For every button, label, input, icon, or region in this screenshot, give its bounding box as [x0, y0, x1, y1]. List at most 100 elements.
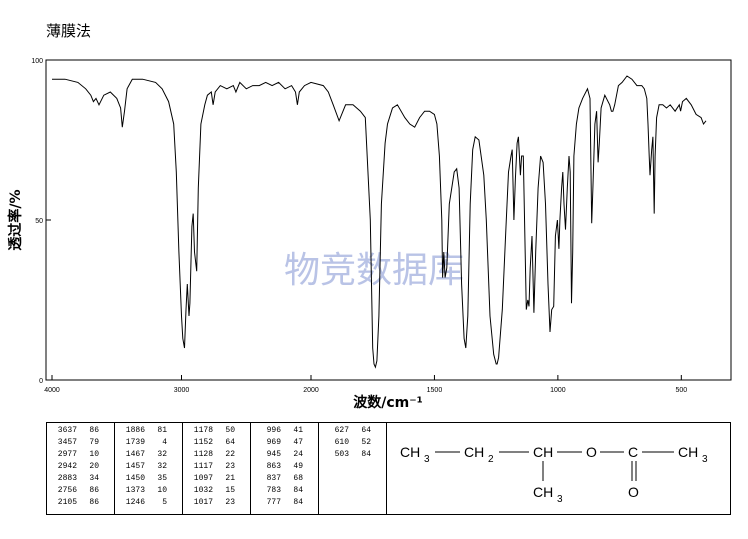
peak-table-row: 1739 4	[115, 437, 167, 449]
peak-table-row: 2977 10	[47, 449, 99, 461]
peak-transmittance: 24	[293, 450, 303, 459]
watermark: 物竞数据库	[284, 250, 464, 291]
peak-wavenumber: 3457	[57, 438, 77, 447]
structure-ch3-left-sub: 3	[424, 454, 430, 465]
peak-table-row: 1152 64	[183, 437, 235, 449]
peak-transmittance: 32	[157, 462, 167, 471]
peak-table-row: 837 68	[251, 473, 303, 485]
peak-transmittance: 34	[89, 474, 99, 483]
x-tick-label-4: 1000	[550, 387, 566, 394]
peak-wavenumber: 1467	[125, 450, 145, 459]
peak-table-row: 1128 22	[183, 449, 235, 461]
peak-transmittance: 15	[225, 486, 235, 495]
peak-table-row: 1117 23	[183, 461, 235, 473]
peak-table-column: 996 41 969 47 945 24 863 49 837 68 783 84 777 84	[251, 423, 319, 514]
peak-wavenumber: 783	[266, 486, 281, 495]
peak-table-row: 503 84	[319, 449, 371, 461]
peak-wavenumber: 1246	[125, 498, 145, 507]
peak-wavenumber: 1178	[193, 426, 213, 435]
peak-transmittance: 23	[225, 462, 235, 471]
peak-table-row: 3637 86	[47, 425, 99, 437]
peak-transmittance: 81	[157, 426, 167, 435]
x-tick-label-0: 4000	[44, 387, 60, 394]
peak-table-row: 1032 15	[183, 485, 235, 497]
peak-transmittance: 86	[89, 486, 99, 495]
x-tick-label-5: 500	[675, 387, 687, 394]
peak-transmittance: 52	[361, 438, 371, 447]
peak-table-column: 1886 81 1739 4 1467 32 1457 32 1450 35 1373 10 1246 5	[115, 423, 183, 514]
peak-table-row: 627 64	[319, 425, 371, 437]
peak-transmittance: 20	[89, 462, 99, 471]
peak-table: 3637 86 3457 79 2977 10 2942 20 2883 34 2756 86 2105…	[46, 422, 731, 515]
peak-wavenumber: 1457	[125, 462, 145, 471]
ir-spectrum-chart: 物竞数据库 4000 3000 2000 1500 1000 500 0 50 100 波数/c…	[7, 58, 732, 411]
structure-ch3-left: CH	[400, 444, 420, 460]
peak-transmittance: 10	[157, 486, 167, 495]
peak-table-row: 610 52	[319, 437, 371, 449]
peak-transmittance: 50	[225, 426, 235, 435]
peak-wavenumber: 777	[266, 498, 281, 507]
structure-carbonyl-o: O	[628, 484, 639, 500]
structure-o: O	[586, 444, 597, 460]
peak-table-row: 996 41	[251, 425, 303, 437]
peak-transmittance: 23	[225, 498, 235, 507]
structure-ch3-right-sub: 3	[702, 454, 708, 465]
peak-transmittance: 4	[162, 438, 167, 447]
peak-transmittance: 86	[89, 498, 99, 507]
peak-wavenumber: 3637	[57, 426, 77, 435]
peak-wavenumber: 837	[266, 474, 281, 483]
peak-wavenumber: 863	[266, 462, 281, 471]
peak-transmittance: 21	[225, 474, 235, 483]
peak-table-row: 1178 50	[183, 425, 235, 437]
peak-transmittance: 10	[89, 450, 99, 459]
peak-table-row: 1373 10	[115, 485, 167, 497]
peak-transmittance: 5	[162, 498, 167, 507]
peak-table-row: 969 47	[251, 437, 303, 449]
peak-transmittance: 79	[89, 438, 99, 447]
peak-transmittance: 49	[293, 462, 303, 471]
peak-wavenumber: 1739	[125, 438, 145, 447]
chemical-structure: CH 3 CH 2 CH CH 3 O C O CH 3	[400, 444, 708, 505]
structure-ch2: CH	[464, 444, 484, 460]
peak-table-row: 1450 35	[115, 473, 167, 485]
peak-table-row: 1457 32	[115, 461, 167, 473]
peak-wavenumber: 1032	[193, 486, 213, 495]
peak-wavenumber: 945	[266, 450, 281, 459]
peak-table-column: 3637 86 3457 79 2977 10 2942 20 2883 34 2756 86 2105…	[47, 423, 115, 514]
structure-ch: CH	[533, 444, 553, 460]
peak-wavenumber: 610	[334, 438, 349, 447]
x-tick-label-1: 3000	[174, 387, 190, 394]
peak-transmittance: 84	[293, 486, 303, 495]
peak-wavenumber: 2105	[57, 498, 77, 507]
peak-transmittance: 86	[89, 426, 99, 435]
structure-c: C	[628, 444, 638, 460]
peak-table-row: 1246 5	[115, 497, 167, 509]
peak-transmittance: 68	[293, 474, 303, 483]
peak-table-row: 1467 32	[115, 449, 167, 461]
peak-table-column: 627 64 610 52 503 84	[319, 423, 387, 514]
peak-table-row: 945 24	[251, 449, 303, 461]
peak-table-row: 1017 23	[183, 497, 235, 509]
peak-wavenumber: 1128	[193, 450, 213, 459]
peak-transmittance: 84	[293, 498, 303, 507]
peak-table-row: 863 49	[251, 461, 303, 473]
y-tick-label-1: 50	[35, 218, 43, 225]
peak-transmittance: 64	[225, 438, 235, 447]
peak-table-row: 783 84	[251, 485, 303, 497]
peak-table-row: 3457 79	[47, 437, 99, 449]
method-label: 薄膜法	[46, 22, 92, 40]
structure-ch2-sub: 2	[488, 454, 494, 465]
peak-table-row: 777 84	[251, 497, 303, 509]
peak-transmittance: 35	[157, 474, 167, 483]
peak-wavenumber: 1152	[193, 438, 213, 447]
structure-ch3-bottom: CH	[533, 484, 553, 500]
plot-frame	[45, 59, 732, 381]
peak-transmittance: 64	[361, 426, 371, 435]
x-axis-title: 波数/cm⁻¹	[353, 394, 423, 411]
y-axis-title: 透过率/%	[7, 189, 24, 250]
peak-wavenumber: 1017	[193, 498, 213, 507]
peak-wavenumber: 1117	[193, 462, 213, 471]
peak-wavenumber: 627	[334, 426, 349, 435]
peak-table-column: 1178 50 1152 64 1128 22 1117 23 1097 21 1032 15 1017…	[183, 423, 251, 514]
peak-wavenumber: 2977	[57, 450, 77, 459]
